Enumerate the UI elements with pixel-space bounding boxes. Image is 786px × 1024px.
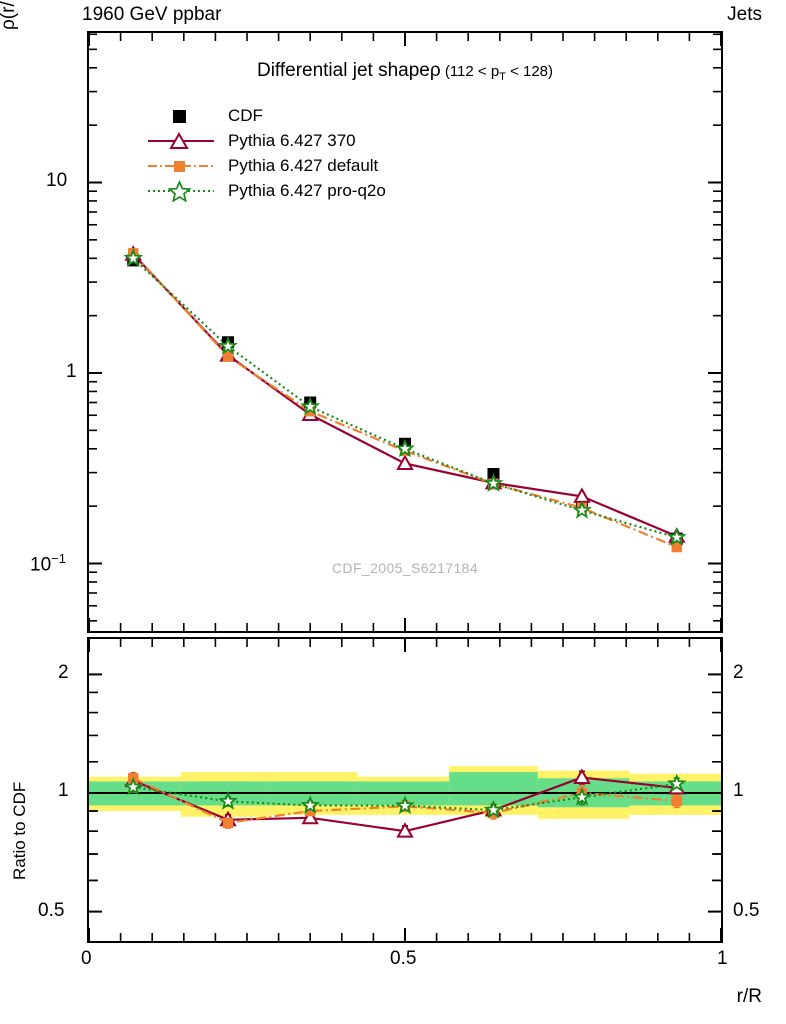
plot-title-range-sub: T	[499, 71, 506, 83]
main-y-axis-label: ρ(r/R)	[0, 0, 19, 30]
legend-item-cdf[interactable]: CDF	[146, 103, 386, 128]
xtick-0.5: 0.5	[390, 948, 417, 969]
legend-item-pythia-default[interactable]: Pythia 6.427 default	[146, 153, 386, 178]
main-ytick-1: 1	[66, 361, 77, 382]
legend-label-pythia-default: Pythia 6.427 default	[228, 155, 379, 175]
legend-key-cdf	[146, 105, 216, 127]
header-beam-label: 1960 GeV ppbar	[82, 4, 222, 25]
plot-title-main: Differential jet shape	[256, 60, 430, 81]
main-ytick-0.1: 10−1	[30, 551, 66, 576]
main-ytick-10: 10	[46, 170, 68, 191]
ratio-ytick-1-left: 1	[58, 780, 69, 801]
legend-item-pythia370[interactable]: Pythia 6.427 370	[146, 128, 386, 153]
main-plot-canvas	[89, 33, 721, 631]
legend-label-cdf: CDF	[228, 105, 263, 125]
legend-item-pythia-proq2o[interactable]: Pythia 6.427 pro-q2o	[146, 178, 386, 203]
xtick-0: 0	[81, 948, 92, 969]
ratio-ytick-0.5-left: 0.5	[38, 900, 65, 921]
analysis-id-watermark: CDF_2005_S6217184	[331, 560, 479, 576]
ratio-plot-frame	[87, 637, 723, 943]
x-axis-label: r/R	[736, 986, 762, 1007]
legend-key-pythia-proq2o	[146, 179, 216, 202]
ratio-ytick-2-left: 2	[58, 662, 69, 683]
legend: CDF Pythia 6.427 370 Pythia 6.427 defaul…	[146, 103, 386, 203]
ratio-plot-canvas	[89, 639, 721, 941]
ratio-ytick-1-right: 1	[733, 780, 744, 801]
legend-label-pythia-proq2o: Pythia 6.427 pro-q2o	[228, 180, 386, 200]
legend-key-pythia-default	[146, 155, 216, 177]
plot-title: Differential jet shapeρ (112 < pT < 128)	[87, 60, 723, 83]
legend-label-pythia370: Pythia 6.427 370	[228, 130, 356, 150]
xtick-1: 1	[717, 948, 728, 969]
plot-title-rho: ρ	[429, 60, 441, 81]
header-category-label: Jets	[727, 4, 762, 25]
legend-key-pythia370	[146, 130, 216, 152]
ratio-ytick-0.5-right: 0.5	[733, 900, 760, 921]
main-plot-frame	[87, 31, 723, 633]
ratio-ytick-2-right: 2	[733, 662, 744, 683]
plot-title-range-post: < 128)	[505, 63, 554, 80]
plot-title-range-pre: (112 < p	[440, 63, 500, 80]
ratio-y-axis-label: Ratio to CDF	[10, 781, 29, 880]
